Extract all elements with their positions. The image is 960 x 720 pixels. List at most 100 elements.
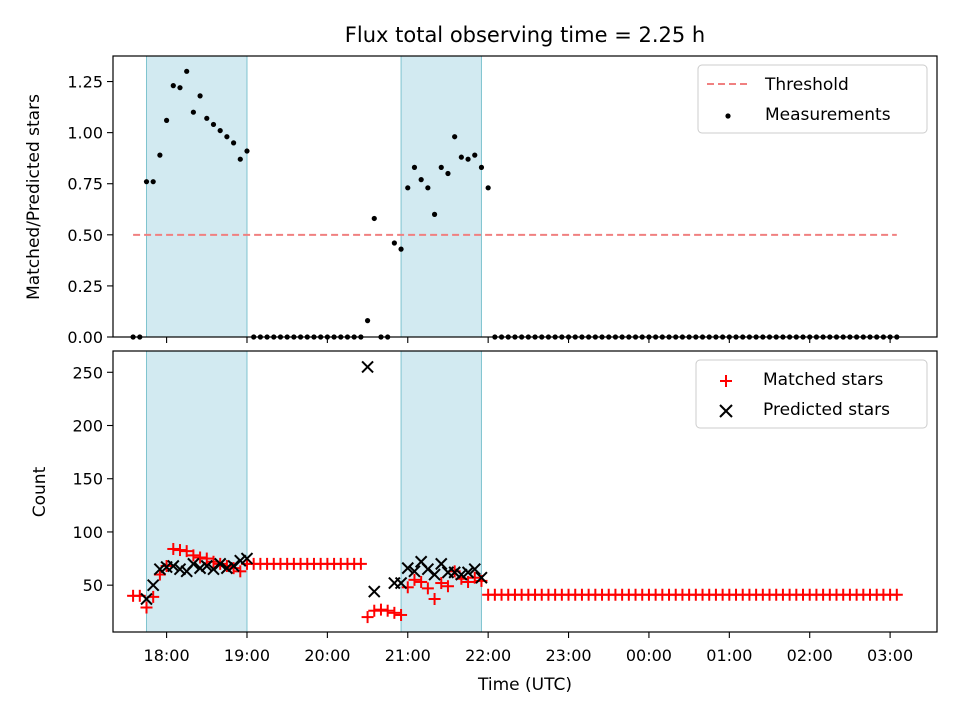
ratio-panel: 0.00 0.25 0.50 0.75 1.00 1.25 Matched/Predict… (24, 55, 938, 347)
count-panel-shaded-intervals (145, 350, 482, 633)
matched-star-point (234, 565, 247, 578)
predicted-star-point (475, 571, 488, 584)
predicted-star-point (200, 559, 213, 573)
matched-star-point (890, 588, 903, 601)
matched-star-point (374, 603, 387, 616)
predicted-star-point (368, 585, 381, 598)
matched-star-point (415, 575, 428, 588)
measurement-point (398, 246, 404, 252)
predicted-star-point (461, 566, 475, 579)
matched-star-point (441, 580, 454, 593)
matched-star-point (187, 549, 200, 562)
measurement-point (184, 68, 190, 74)
matched-stars-legend-swatch (720, 375, 732, 387)
predicted-star-point (435, 557, 448, 571)
x-tick-label: 19:00 (224, 646, 270, 665)
x-tick-label: 23:00 (545, 646, 591, 665)
predicted-star-point (140, 592, 153, 606)
x-tick-label: 22:00 (465, 646, 511, 665)
x-tick-label: 21:00 (385, 646, 431, 665)
matched-star-point (435, 577, 448, 590)
measurement-point (472, 152, 478, 158)
x-tick-label: 18:00 (144, 646, 190, 665)
matched-star-point (368, 604, 381, 617)
measurement-point (204, 115, 210, 121)
measurement-point (458, 154, 464, 160)
predicted-star-point (401, 561, 414, 575)
predicted-star-point (146, 578, 160, 592)
predicted-star-point (193, 561, 207, 575)
matched-star-point (401, 581, 414, 594)
x-tick-label: 02:00 (787, 646, 833, 665)
predicted-star-point (408, 565, 421, 578)
measurement-point (217, 127, 223, 134)
measurement-point (224, 134, 230, 140)
predicted-stars-legend-label: Predicted stars (763, 400, 890, 420)
count-panel-x-axis: 18:00 19:00 20:00 21:00 22:00 23:00 00:00 01:00… (144, 632, 913, 665)
measurement-point (371, 215, 377, 222)
predicted-star-point (394, 576, 408, 590)
measurement-point (391, 240, 397, 246)
matched-star-point (408, 573, 421, 586)
predicted-stars-legend-swatch (719, 404, 733, 418)
predicted-star-point (240, 552, 254, 565)
matched-star-point (395, 608, 408, 621)
predicted-star-point (428, 568, 441, 581)
count-legend-box (695, 359, 928, 429)
x-tick-label: 20:00 (304, 646, 350, 665)
matched-star-point (194, 551, 207, 564)
ratio-panel-x-ticks (166, 337, 891, 343)
predicted-star-point (455, 568, 468, 581)
observing-window-shade (145, 55, 248, 338)
measurement-point (364, 318, 371, 324)
predicted-star-point (448, 566, 461, 579)
ratio-panel-legend: Threshold Measurements (697, 64, 928, 134)
ratio-y-tick-label: 1.25 (67, 73, 103, 92)
measurement-point (445, 170, 451, 177)
measurement-point (485, 185, 491, 191)
measurement-point (452, 134, 458, 140)
observing-window-shade (400, 55, 482, 338)
chart-title: Flux total observing time = 2.25 h (345, 23, 705, 47)
measurement-point (244, 148, 250, 154)
matched-star-point (354, 557, 367, 570)
measurement-point (478, 164, 485, 170)
count-y-tick-label: 250 (72, 363, 103, 382)
ratio-panel-y-axis: 0.00 0.25 0.50 0.75 1.00 1.25 (67, 73, 113, 347)
measurement-point (190, 109, 196, 115)
x-tick-label: 01:00 (706, 646, 752, 665)
count-y-tick-label: 150 (72, 470, 103, 489)
measurements-legend-swatch (725, 113, 731, 119)
count-y-tick-label: 100 (72, 523, 103, 542)
matched-star-point (200, 552, 213, 565)
measurement-point (170, 83, 176, 89)
matched-star-point (180, 545, 193, 558)
count-panel-y-axis: 50 100 150 200 250 (72, 363, 113, 595)
predicted-star-point (361, 360, 374, 374)
measurements-legend-label: Measurements (765, 105, 891, 125)
matched-star-point (381, 604, 394, 617)
measurement-point (163, 117, 170, 123)
matched-star-point (468, 571, 481, 584)
matched-stars-legend-label: Matched stars (763, 370, 883, 390)
count-y-tick-label: 50 (83, 576, 103, 595)
measurement-point (210, 121, 217, 128)
measurement-point (157, 152, 163, 158)
measurement-point (438, 164, 444, 170)
matched-star-point (462, 575, 475, 588)
x-axis-label: Time (UTC) (477, 675, 572, 695)
predicted-star-point (213, 557, 227, 571)
measurement-point (418, 177, 424, 183)
predicted-star-point (234, 554, 247, 567)
measurement-point (431, 211, 438, 217)
count-y-tick-label: 200 (72, 417, 103, 436)
ratio-y-tick-label: 0.50 (67, 226, 103, 245)
matched-star-point (428, 593, 441, 606)
measurement-point (197, 93, 203, 99)
threshold-legend-label: Threshold (764, 75, 849, 95)
ratio-y-tick-label: 0.25 (67, 277, 103, 296)
ratio-panel-y-label: Matched/Predicted stars (24, 94, 44, 300)
predicted-star-point (220, 561, 234, 575)
count-panel-frame (112, 350, 938, 633)
predicted-star-point (173, 562, 187, 576)
